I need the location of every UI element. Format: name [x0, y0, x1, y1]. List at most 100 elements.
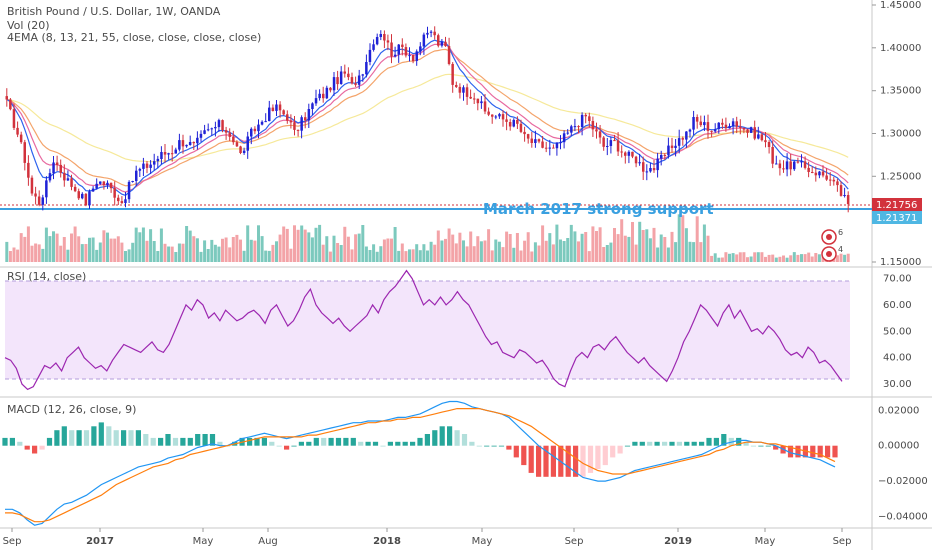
candle-body [375, 37, 379, 45]
volume-bar [724, 252, 728, 262]
candle-body [717, 122, 720, 130]
volume-bar [494, 239, 498, 262]
candle-body [196, 137, 199, 144]
volume-bar [677, 214, 681, 262]
candle-body [131, 181, 134, 182]
time-tick-label: May [472, 536, 493, 547]
macd-histogram-bar [291, 445, 297, 447]
volume-bar [713, 253, 717, 262]
last-price-tag [872, 198, 922, 211]
volume-bar [289, 248, 293, 262]
macd-histogram-bar [587, 445, 594, 473]
volume-bar [386, 238, 390, 262]
volume-bar [52, 231, 55, 262]
volume-bar [278, 234, 282, 262]
candle-body [260, 121, 264, 125]
macd-histogram-bar [550, 445, 556, 477]
candle-body [814, 172, 818, 176]
volume-bar [8, 251, 12, 262]
volume-bar [55, 233, 59, 262]
volume-bar [192, 236, 196, 262]
macd-histogram-bar [121, 430, 127, 446]
volume-bar [16, 249, 20, 262]
dividends-flag-icon[interactable]: 4 [821, 245, 843, 262]
candle-body [404, 47, 408, 56]
candle-body [767, 142, 771, 147]
volume-bar [616, 234, 620, 262]
candle-body [253, 128, 257, 132]
candle-body [483, 101, 487, 112]
candle-body [138, 168, 142, 171]
candle-body [124, 199, 127, 204]
volume-bar [361, 225, 365, 262]
volume-bar [749, 256, 753, 262]
candle-body [278, 104, 282, 111]
candle-body [663, 155, 667, 156]
macd-histogram-bar [624, 445, 631, 447]
candle-body [703, 122, 706, 126]
candle-body [41, 197, 44, 205]
macd-histogram-bar [202, 434, 208, 446]
candle-body [156, 158, 160, 162]
volume-bar [260, 236, 264, 262]
time-tick-label: Sep [565, 536, 584, 547]
macd-histogram-bar [343, 437, 349, 446]
candle-body [336, 77, 339, 85]
candle-body [602, 137, 605, 147]
macd-histogram-bar [498, 445, 505, 447]
candle-body [742, 127, 746, 130]
candle-body [153, 161, 156, 165]
candle-body [55, 162, 59, 165]
candle-body [818, 171, 821, 176]
candle-body [645, 171, 649, 173]
macd-histogram-bar [313, 437, 319, 446]
candle-body [606, 146, 609, 147]
candle-body [314, 98, 318, 104]
macd-histogram-bar [410, 441, 416, 446]
macd-histogram-bar [328, 437, 334, 446]
macd-histogram-bar [158, 437, 164, 446]
volume-bar [483, 240, 487, 262]
candle-body [282, 110, 285, 115]
candle-body [652, 168, 656, 171]
volume-bar [26, 226, 30, 262]
candle-body [577, 126, 580, 128]
candle-body [793, 161, 796, 170]
volume-bar [566, 238, 570, 262]
macd-histogram-bar [113, 430, 119, 446]
volume-bar [605, 245, 609, 262]
macd-histogram-bar [573, 445, 579, 477]
candle-body [552, 147, 555, 149]
candle-body [480, 101, 483, 104]
earnings-flag-icon[interactable]: 6 [821, 228, 843, 245]
time-tick-label: Sep [833, 536, 852, 547]
candle-body [634, 156, 638, 164]
candle-body [250, 128, 253, 137]
volume-bar [282, 226, 286, 262]
volume-bar [41, 248, 45, 262]
volume-bar [300, 225, 304, 262]
volume-bar [368, 250, 372, 262]
candle-body [149, 164, 152, 168]
macd-histogram-bar [810, 445, 816, 458]
volume-bar [102, 230, 106, 262]
candle-body [584, 114, 587, 117]
candle-body [739, 126, 742, 128]
candle-body [469, 96, 472, 99]
candle-body [91, 188, 95, 192]
volume-bar [447, 228, 451, 262]
volume-bar [648, 238, 652, 262]
volume-bar [663, 237, 667, 262]
macd-histogram-bar [699, 441, 705, 446]
volume-bar [84, 244, 88, 262]
candle-body [530, 138, 533, 143]
volume-bar [530, 251, 534, 262]
volume-bar [497, 241, 501, 262]
volume-bar [595, 231, 598, 262]
candle-body [293, 122, 296, 130]
volume-bar [785, 257, 789, 262]
macd-histogram-bar [484, 445, 490, 447]
candle-body [120, 201, 124, 204]
